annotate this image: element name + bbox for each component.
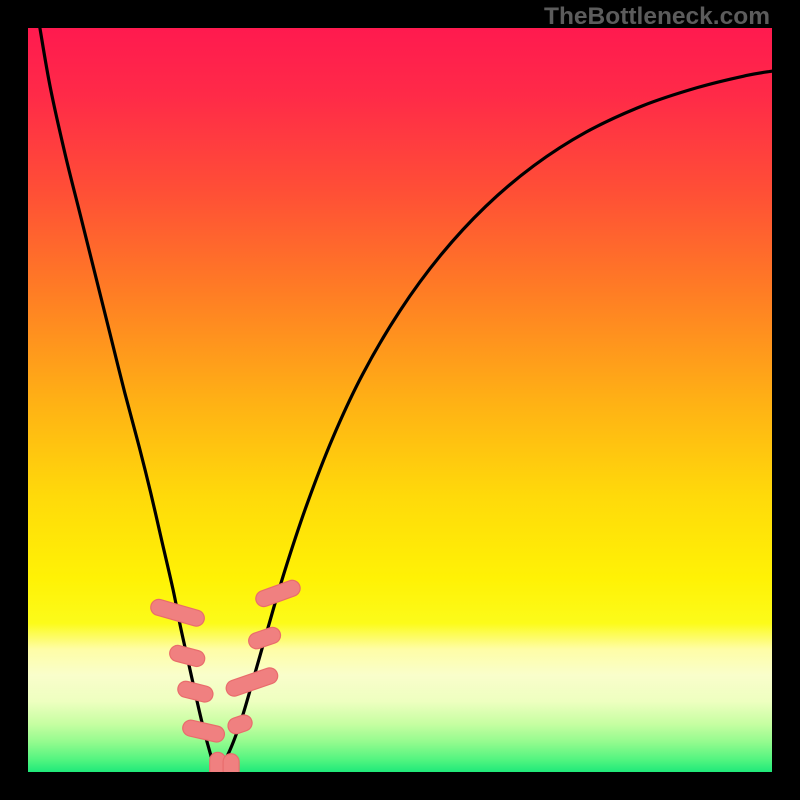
marker-capsule [149,598,206,629]
marker-capsule [224,666,280,699]
bottleneck-curve [40,28,772,772]
chart-canvas: TheBottleneck.com [0,0,800,800]
watermark-text: TheBottleneck.com [544,3,770,31]
marker-capsule [168,644,207,669]
marker-capsule [226,713,254,736]
marker-capsule [176,680,215,704]
marker-capsule [254,578,303,609]
curve-layer [28,28,772,772]
marker-capsule [247,625,283,651]
marker-capsule [223,754,239,772]
plot-area [28,28,772,772]
marker-capsule [181,719,226,744]
